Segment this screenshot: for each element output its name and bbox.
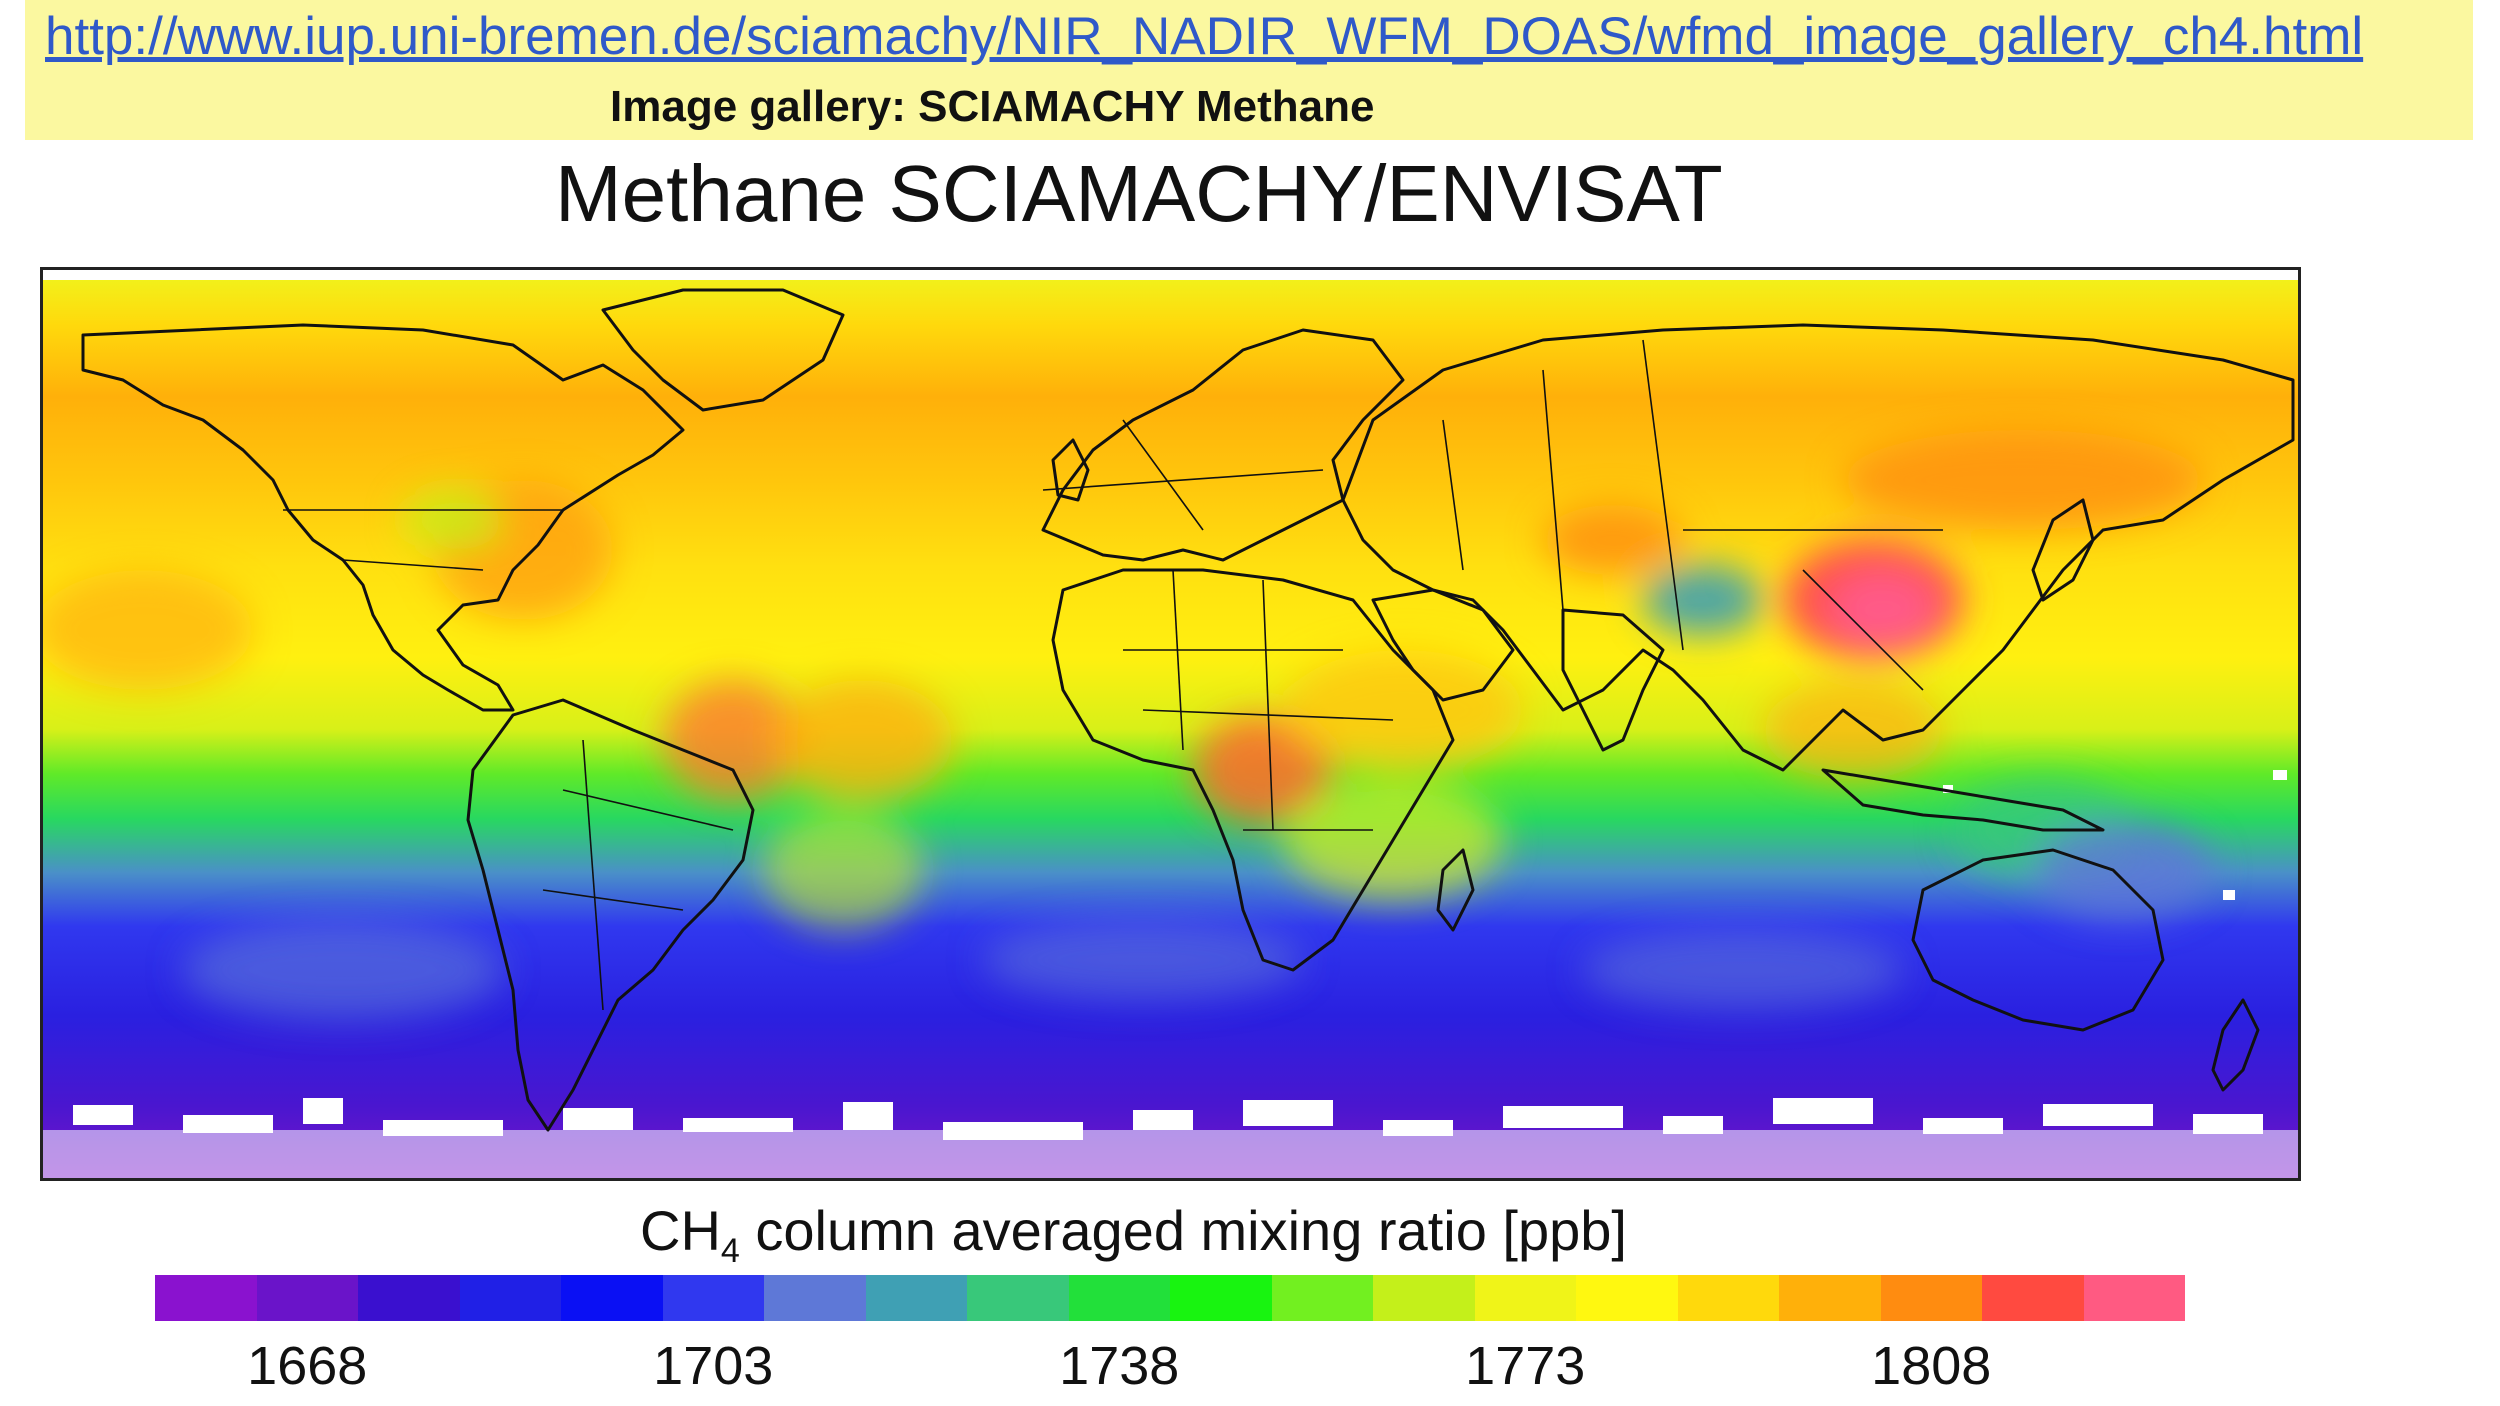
colorbar-swatch	[1170, 1275, 1272, 1321]
colorbar-swatch	[1474, 1275, 1576, 1321]
latitude-gradient	[43, 280, 2298, 1178]
colorbar-tick-label: 1738	[1059, 1336, 1180, 1396]
colorbar-swatch	[1779, 1275, 1881, 1321]
colorbar-swatch	[1373, 1275, 1475, 1321]
colorbar-swatch	[1677, 1275, 1779, 1321]
header-band	[25, 0, 2473, 140]
colorbar-label-rest: column averaged mixing ratio [ppb]	[739, 1199, 1627, 1262]
colorbar-swatch	[764, 1275, 866, 1321]
colorbar-swatch	[1982, 1275, 2084, 1321]
colorbar-tick-label: 1703	[653, 1336, 774, 1396]
colorbar-label-subscript: 4	[720, 1232, 740, 1271]
colorbar-tick-label: 1773	[1465, 1336, 1586, 1396]
colorbar-swatch	[967, 1275, 1069, 1321]
coastlines	[81, 288, 2295, 1132]
colorbar-swatch	[1880, 1275, 1982, 1321]
source-url-link[interactable]: http://www.iup.uni-bremen.de/sciamachy/N…	[45, 7, 2364, 66]
colorbar-swatch	[865, 1275, 967, 1321]
colorbar-swatch	[256, 1275, 358, 1321]
colorbar-label: CH4 column averaged mixing ratio [ppb]	[640, 1198, 1627, 1271]
colorbar	[155, 1275, 2185, 1321]
colorbar-swatch	[155, 1275, 257, 1321]
country-borders	[283, 339, 1943, 1011]
map-title: Methane SCIAMACHY/ENVISAT	[555, 149, 1723, 238]
colorbar-swatch	[662, 1275, 764, 1321]
colorbar-tick-label: 1808	[1871, 1336, 1992, 1396]
colorbar-swatch	[459, 1275, 561, 1321]
no-data-speckles	[43, 770, 2298, 1178]
gallery-title: Image gallery: SCIAMACHY Methane	[610, 82, 1375, 131]
colorbar-swatch	[561, 1275, 663, 1321]
colorbar-swatch	[1576, 1275, 1678, 1321]
methane-anomalies	[43, 430, 2213, 1020]
colorbar-swatch	[2083, 1275, 2185, 1321]
colorbar-swatch	[1271, 1275, 1373, 1321]
colorbar-tick-label: 1668	[247, 1336, 368, 1396]
colorbar-swatch	[358, 1275, 460, 1321]
colorbar-label-main: CH	[640, 1199, 721, 1262]
methane-map-svg	[43, 280, 2298, 1178]
methane-world-map	[40, 267, 2301, 1181]
colorbar-swatch	[1068, 1275, 1170, 1321]
